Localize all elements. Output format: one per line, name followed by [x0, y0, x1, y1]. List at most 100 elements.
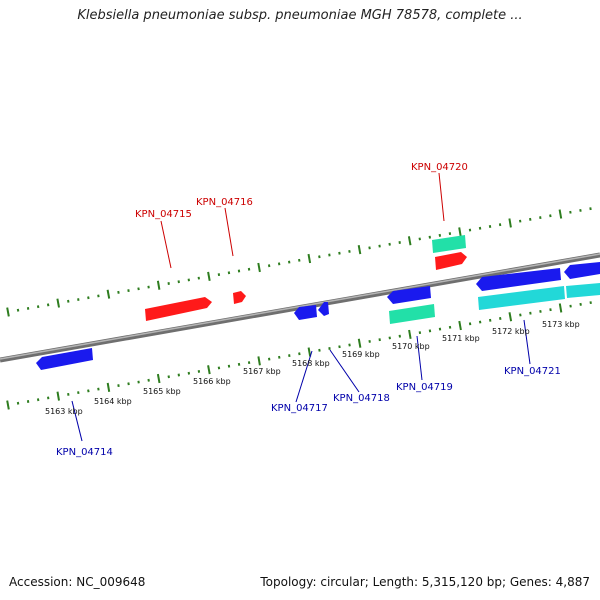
- minor-tick: [36, 398, 40, 402]
- kbp-label: 5168 kbp: [292, 359, 330, 368]
- gene-kpn-04718[interactable]: [318, 302, 329, 316]
- kbp-label: 5167 kbp: [243, 367, 281, 376]
- gene-kpn-04721[interactable]: [476, 268, 561, 291]
- gene-kpn-04714[interactable]: [36, 348, 93, 370]
- minor-tick: [368, 246, 371, 250]
- rna-feature-lower-1[interactable]: [389, 304, 435, 324]
- minor-tick: [117, 290, 120, 294]
- minor-tick: [418, 237, 421, 241]
- major-tick: [558, 209, 563, 219]
- kbp-label: 5166 kbp: [193, 377, 231, 386]
- minor-tick: [277, 262, 281, 266]
- major-tick: [357, 338, 362, 348]
- accession-text: Accession: NC_009648: [9, 575, 146, 589]
- kbp-label: 5169 kbp: [342, 350, 380, 359]
- rna-feature-lower-3[interactable]: [566, 283, 600, 298]
- major-tick: [508, 312, 513, 322]
- minor-tick: [67, 299, 70, 303]
- forward-gene-labels: KPN_04715 KPN_04716 KPN_04720: [135, 162, 468, 220]
- major-tick: [6, 307, 10, 317]
- minor-tick: [338, 251, 341, 255]
- gene-kpn-04719[interactable]: [387, 286, 431, 304]
- gene-kpn-04715[interactable]: [145, 297, 212, 321]
- minor-tick: [529, 217, 532, 221]
- kbp-label: 5172 kbp: [492, 327, 530, 336]
- minor-tick: [519, 313, 522, 317]
- gene-kpn-04716[interactable]: [233, 291, 246, 304]
- lower-tick-ruler: [6, 301, 592, 410]
- minor-tick: [428, 329, 432, 333]
- kbp-label: 5165 kbp: [143, 387, 181, 396]
- minor-tick: [318, 348, 321, 352]
- map-title: Klebsiella pneumoniae subsp. pneumoniae …: [77, 8, 523, 23]
- kbp-position-labels: 5163 kbp 5164 kbp 5165 kbp 5166 kbp 5167…: [45, 320, 580, 416]
- minor-tick: [579, 302, 582, 306]
- minor-tick: [227, 271, 231, 275]
- major-tick: [458, 227, 462, 237]
- kbp-label: 5164 kbp: [94, 397, 132, 406]
- gene-label-kpn-04718[interactable]: KPN_04718: [333, 393, 390, 404]
- minor-tick: [388, 242, 391, 246]
- minor-tick: [579, 209, 582, 212]
- minor-tick: [478, 320, 482, 324]
- major-tick: [207, 271, 211, 281]
- minor-tick: [488, 225, 492, 228]
- gene-label-kpn-04717[interactable]: KPN_04717: [271, 403, 328, 414]
- major-tick: [257, 356, 261, 366]
- major-tick: [156, 373, 161, 384]
- minor-tick: [36, 305, 40, 309]
- minor-tick: [137, 287, 140, 291]
- gene-label-kpn-04714[interactable]: KPN_04714: [56, 447, 113, 458]
- major-tick: [207, 365, 211, 375]
- minor-tick: [267, 264, 271, 268]
- major-tick: [558, 303, 563, 313]
- minor-tick: [16, 308, 20, 312]
- gene-features: [36, 235, 600, 370]
- gene-kpn-04722[interactable]: [564, 262, 600, 279]
- minor-tick: [46, 303, 50, 307]
- major-tick: [508, 218, 512, 228]
- minor-tick: [539, 310, 542, 313]
- gene-label-kpn-04721[interactable]: KPN_04721: [504, 366, 561, 377]
- major-tick: [106, 382, 111, 392]
- major-tick: [56, 391, 60, 401]
- gene-label-kpn-04716[interactable]: KPN_04716: [196, 197, 253, 208]
- major-tick: [106, 289, 111, 299]
- minor-tick: [87, 389, 90, 393]
- minor-tick: [348, 250, 351, 253]
- minor-tick: [298, 258, 301, 262]
- minor-tick: [147, 378, 150, 382]
- upper-tick-ruler: [6, 207, 592, 317]
- gene-label-kpn-04720[interactable]: KPN_04720: [411, 162, 468, 173]
- kbp-label: 5171 kbp: [442, 334, 480, 343]
- minor-tick: [499, 317, 502, 320]
- gene-label-kpn-04715[interactable]: KPN_04715: [135, 209, 192, 220]
- major-tick: [408, 329, 412, 339]
- gene-kpn-04717[interactable]: [294, 305, 317, 320]
- minor-tick: [177, 280, 180, 284]
- minor-tick: [348, 343, 351, 347]
- gene-label-kpn-04719[interactable]: KPN_04719: [396, 382, 453, 393]
- minor-tick: [278, 355, 281, 359]
- minor-tick: [388, 336, 391, 340]
- minor-tick: [448, 325, 452, 329]
- rna-feature-upper[interactable]: [432, 235, 466, 253]
- major-tick: [458, 320, 462, 331]
- gene-kpn-04720[interactable]: [435, 252, 467, 270]
- minor-tick: [438, 233, 442, 237]
- minor-tick: [187, 371, 191, 375]
- minor-tick: [368, 340, 371, 343]
- major-tick: [307, 253, 312, 264]
- major-tick: [6, 400, 10, 410]
- reverse-gene-labels: KPN_04714 KPN_04717 KPN_04718 KPN_04719 …: [56, 366, 561, 458]
- kbp-label: 5170 kbp: [392, 342, 430, 351]
- genome-summary-text: Topology: circular; Length: 5,315,120 bp…: [260, 575, 590, 589]
- major-tick: [56, 298, 60, 308]
- minor-tick: [87, 296, 90, 300]
- major-tick: [357, 245, 362, 255]
- minor-tick: [298, 352, 301, 356]
- rna-feature-lower-2[interactable]: [478, 286, 565, 310]
- kbp-label: 5163 kbp: [45, 407, 83, 416]
- kbp-label: 5173 kbp: [542, 320, 580, 329]
- minor-tick: [478, 226, 482, 230]
